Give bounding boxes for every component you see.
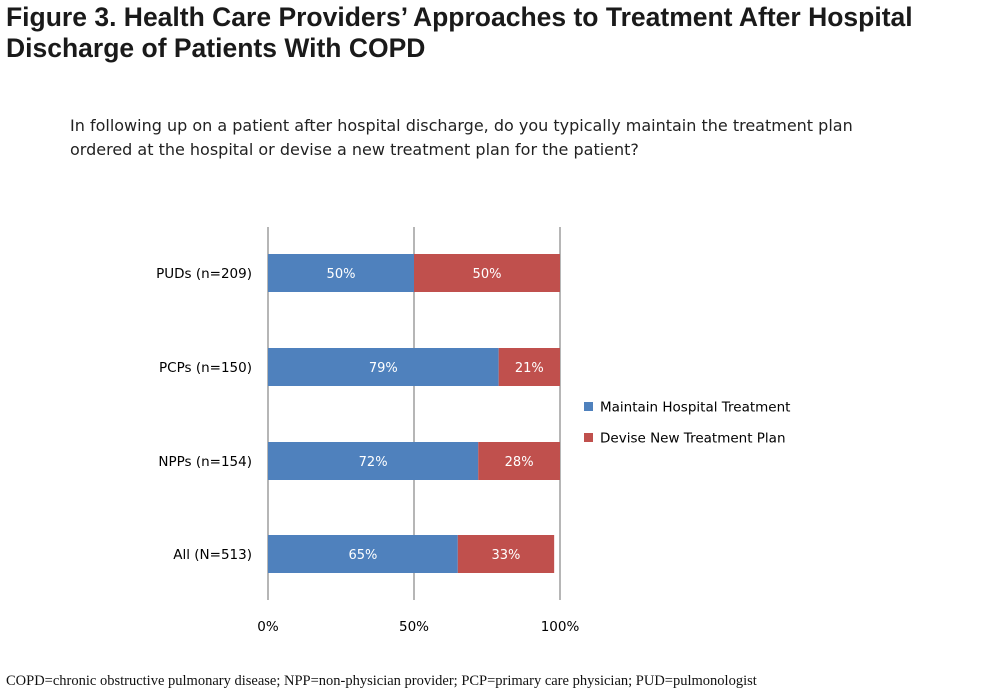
data-label-1-0: 50% [473,267,502,282]
tick-label-2: 100% [541,619,580,635]
bar-maintain-1 [268,348,499,386]
tick-label-0: 0% [257,619,279,635]
bar-maintain-3 [268,535,458,573]
data-label-0-2: 72% [359,455,388,470]
legend-label-1: Devise New Treatment Plan [600,431,786,447]
category-label-1: PCPs (n=150) [159,360,252,376]
bar-maintain-2 [268,442,479,480]
figure-title: Figure 3. Health Care Providers’ Approac… [6,2,913,63]
footnote: COPD=chronic obstructive pulmonary disea… [6,673,757,689]
data-label-1-1: 21% [515,361,544,376]
survey-question: In following up on a patient after hospi… [70,116,853,159]
bar-devise-1 [498,348,560,386]
bar-devise-3 [457,535,555,573]
bar-devise-2 [478,442,560,480]
legend-label-0: Maintain Hospital Treatment [600,400,790,416]
category-label-0: PUDs (n=209) [156,266,252,282]
legend-swatch-1 [584,433,593,442]
data-label-0-0: 50% [327,267,356,282]
data-label-0-1: 79% [369,361,398,376]
category-label-3: All (N=513) [173,547,252,563]
bar-maintain-0 [268,254,414,292]
tick-label-1: 50% [399,619,429,635]
legend-swatch-0 [584,402,593,411]
bar-devise-0 [414,254,560,292]
category-label-2: NPPs (n=154) [158,454,252,470]
data-label-1-2: 28% [505,455,534,470]
data-label-1-3: 33% [492,548,521,563]
data-label-0-3: 65% [348,548,377,563]
